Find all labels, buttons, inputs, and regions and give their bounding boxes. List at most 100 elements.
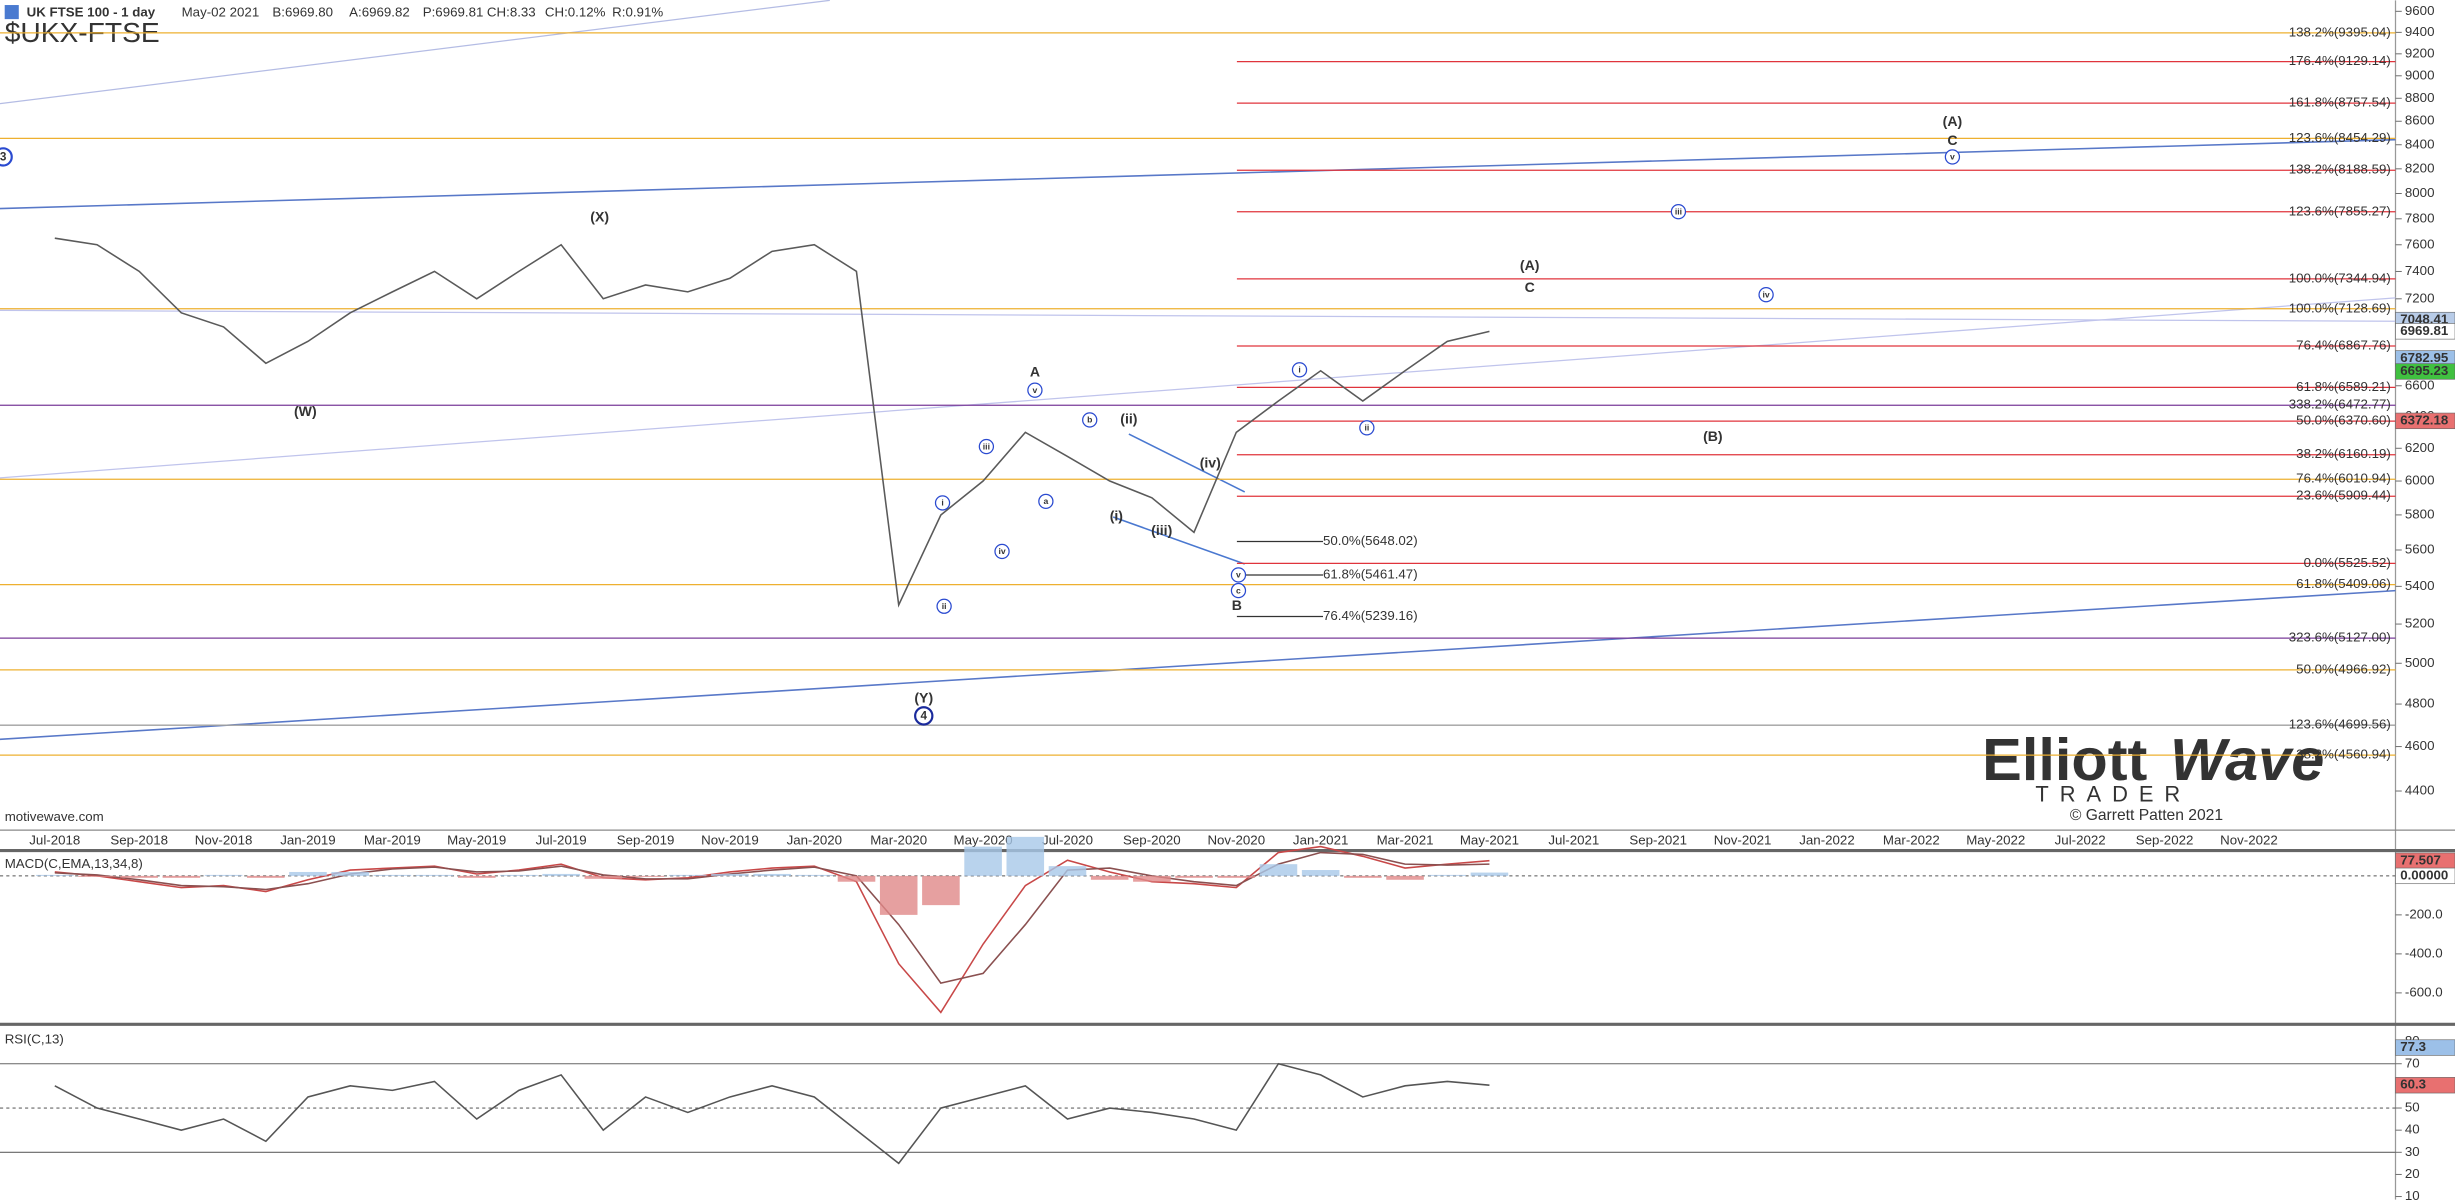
wave-label: ii (1364, 423, 1369, 433)
y-tick-label: 8200 (2405, 160, 2435, 175)
wave-label: A (1030, 364, 1040, 380)
price-tag-label: 77.507 (2400, 852, 2441, 867)
x-tick-label: Sep-2019 (617, 833, 675, 848)
trend-line (0, 589, 2396, 741)
y-tick-label: 7400 (2405, 263, 2435, 278)
histogram-bar (331, 871, 369, 876)
fib-label: 38.2%(4560.94) (2296, 747, 2391, 762)
histogram-bar (711, 873, 749, 876)
y-tick-label: 30 (2405, 1144, 2420, 1159)
histogram-bar (120, 875, 158, 878)
x-tick-label: Jul-2022 (2055, 833, 2106, 848)
y-tick-label: 9000 (2405, 67, 2435, 82)
x-tick-label: Jan-2022 (1799, 833, 1854, 848)
wave-label: (X) (590, 209, 609, 225)
wave-label: iv (998, 546, 1005, 556)
wave-circle (1359, 420, 1375, 436)
y-tick-label: 9600 (2405, 3, 2435, 18)
fib-label: 38.2%(6160.19) (2296, 446, 2391, 461)
x-tick-label: Mar-2021 (1377, 833, 1434, 848)
price-tag-label: 6782.95 (2400, 350, 2449, 365)
logo-word: Wave (2170, 726, 2324, 793)
fib-label: 123.6%(4699.56) (2289, 717, 2391, 732)
fib-label: 100.0%(7344.94) (2289, 270, 2391, 285)
histogram-bar (626, 875, 665, 877)
y-tick-label: 8600 (2405, 113, 2435, 128)
quote-field: P:6969.81 (423, 4, 484, 19)
chart-title: $UKX-FTSE (5, 16, 160, 48)
quote-field: A:6969.82 (349, 4, 410, 19)
fib-label: 50.0%(5648.02) (1323, 533, 1418, 548)
wave-circle (914, 706, 934, 726)
wave-label: B (1232, 597, 1242, 613)
histogram-bar (1344, 875, 1382, 878)
fib-label: 76.4%(6867.76) (2296, 338, 2391, 353)
x-tick-label: Mar-2020 (870, 833, 927, 848)
quote-field: B:6969.80 (272, 4, 333, 19)
y-tick-label: 70 (2405, 1055, 2420, 1070)
header: UK FTSE 100 - 1 day May-02 2021 $UKX-FTS… (4, 4, 259, 824)
histogram-bar (1175, 875, 1213, 878)
fib-label: 123.6%(8454.29) (2289, 130, 2391, 145)
histogram-bar (1133, 875, 1171, 882)
wedge-line (1128, 433, 1246, 493)
y-tick-label: 7800 (2405, 210, 2435, 225)
price-tag-label: 6695.23 (2400, 363, 2448, 378)
wave-circle (934, 495, 951, 511)
wave-label: (iv) (1200, 455, 1221, 471)
price-tag-label: 60.3 (2400, 1077, 2426, 1092)
wave-circle (1670, 204, 1687, 220)
y-tick-label: 7200 (2405, 290, 2435, 305)
y-tick-label: 5800 (2405, 506, 2435, 521)
histogram-bar (457, 875, 496, 878)
y-tick-label: 6600 (2405, 377, 2435, 392)
histogram-bar (1386, 875, 1424, 880)
histogram-bar (795, 874, 834, 876)
fib-label: 23.6%(5909.44) (2296, 488, 2391, 503)
x-tick-label: May-2019 (447, 833, 506, 848)
fib-label: 338.2%(6472.77) (2289, 397, 2391, 412)
x-tick-label: Nov-2019 (701, 833, 759, 848)
wave-label: iii (983, 441, 990, 451)
price-tag (2395, 412, 2455, 430)
histogram-bar (964, 846, 1002, 876)
price-line (54, 851, 1490, 985)
wave-circle (1027, 382, 1043, 398)
y-tick-label: -600.0 (2405, 984, 2443, 999)
x-tick-label: May-2020 (954, 833, 1013, 848)
y-tick-label: 6200 (2405, 440, 2435, 455)
y-tick-label: 9200 (2405, 45, 2435, 60)
x-tick-label: Nov-2021 (1714, 833, 1772, 848)
footer: motivewave.com (5, 809, 104, 824)
x-tick-label: Sep-2022 (2136, 833, 2194, 848)
histogram-bar (1048, 866, 1087, 876)
histogram-bar (373, 874, 412, 876)
histogram-bar (162, 875, 201, 878)
wedge-line (1112, 516, 1245, 565)
fib-label: 61.8%(5461.47) (1323, 567, 1418, 582)
trend-line (0, 138, 2396, 210)
wave-circle (1758, 287, 1774, 303)
wave-circle (978, 438, 995, 455)
fib-label: 100.0%(7128.69) (2289, 300, 2391, 315)
wave-label: (Y) (914, 689, 933, 705)
wave-circle (0, 147, 13, 167)
fib-label: 61.8%(5409.06) (2296, 576, 2391, 591)
y-tick-label: 50 (2405, 1100, 2420, 1115)
y-tick-label: 10 (2405, 1188, 2420, 1200)
wave-label: (A) (1943, 113, 1963, 129)
wave-circle (1082, 412, 1098, 428)
wave-label: v (1950, 152, 1955, 162)
y-tick-label: 5600 (2405, 542, 2435, 557)
price-tag-label: 6372.18 (2400, 412, 2448, 427)
histogram-bar (879, 875, 918, 915)
x-tick-label: Sep-2020 (1123, 833, 1181, 848)
histogram-bar (922, 875, 960, 906)
histogram-bar (415, 874, 454, 876)
x-tick-label: Jul-2019 (536, 833, 587, 848)
y-tick-label: 9400 (2405, 24, 2435, 39)
wave-circle (1230, 567, 1247, 583)
header-icon (4, 5, 19, 20)
